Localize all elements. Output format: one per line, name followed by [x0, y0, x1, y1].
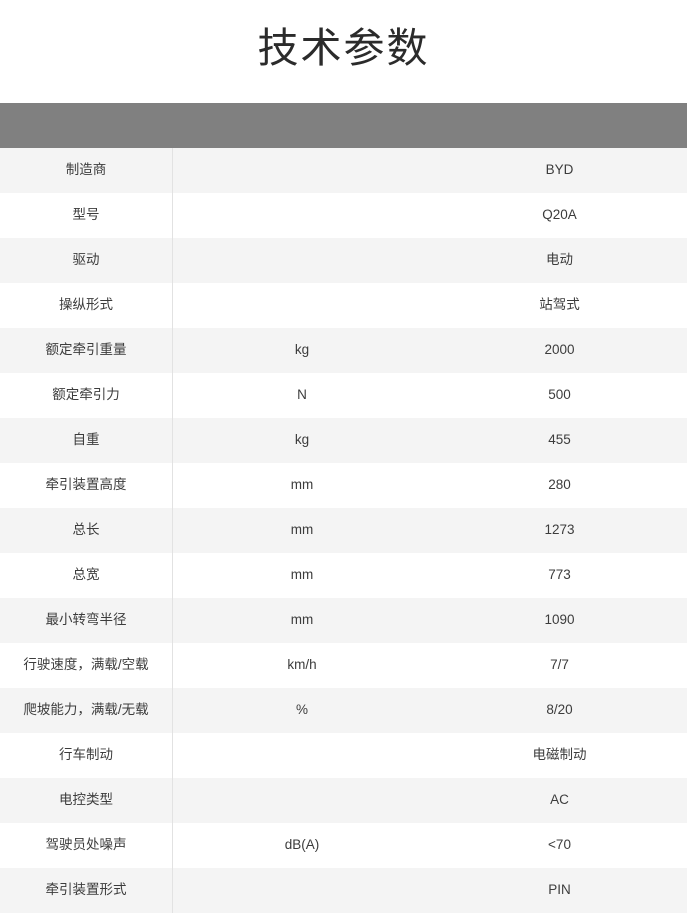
- spec-label-cell: 牵引装置高度: [45, 477, 127, 493]
- spec-unit-cell: mm: [172, 598, 431, 643]
- spec-value-cell: <70: [548, 837, 571, 853]
- spec-label-cell: 行驶速度，满载/空载: [23, 657, 149, 673]
- table-row: 额定牵引力 N 500: [0, 373, 687, 418]
- spec-label-cell: 额定牵引力: [52, 387, 120, 403]
- spec-label-cell: 驾驶员处噪声: [45, 837, 127, 853]
- spec-table-body: 制造商 BYD 型号 Q20A 驱动 电动操纵形式 站驾式额定牵引重量 kg 2000 额定牵引力…: [0, 148, 687, 913]
- spec-value-cell: PIN: [548, 882, 571, 898]
- spec-unit-cell: [172, 733, 431, 778]
- spec-value-cell: 500: [548, 387, 571, 403]
- spec-label-cell: 自重: [72, 432, 100, 448]
- spec-label-cell: 行车制动: [59, 747, 113, 763]
- spec-unit-cell: mm: [172, 508, 431, 553]
- spec-unit-cell: mm: [172, 553, 431, 598]
- spec-unit-cell: [172, 238, 431, 283]
- spec-label-cell: 驱动: [72, 252, 100, 268]
- spec-unit-cell: [172, 283, 431, 328]
- spec-value-cell: 电磁制动: [532, 747, 587, 763]
- spec-label-cell: 牵引装置形式: [45, 882, 127, 898]
- spec-value-cell: 7/7: [550, 657, 569, 673]
- table-row: 行车制动 电磁制动: [0, 733, 687, 778]
- spec-unit-cell: [172, 148, 431, 193]
- spec-value-cell: 1090: [544, 612, 575, 628]
- spec-unit-cell: [172, 778, 431, 823]
- page-title: 技术参数: [257, 25, 430, 71]
- page-title-area: 技术参数: [0, 0, 687, 103]
- spec-value-cell: 8/20: [546, 702, 573, 718]
- spec-unit-cell: kg: [172, 418, 431, 463]
- spec-value-cell: 455: [548, 432, 571, 448]
- spec-unit-cell: %: [172, 688, 431, 733]
- table-row: 驾驶员处噪声 dB(A) <70: [0, 823, 687, 868]
- table-row: 电控类型 AC: [0, 778, 687, 823]
- spec-label-cell: 最小转弯半径: [45, 612, 127, 628]
- spec-value-cell: 站驾式: [539, 297, 580, 313]
- spec-label-cell: 操纵形式: [59, 297, 113, 313]
- spec-label-cell: 电控类型: [59, 792, 113, 808]
- table-row: 操纵形式 站驾式: [0, 283, 687, 328]
- table-row: 型号 Q20A: [0, 193, 687, 238]
- spec-unit-cell: km/h: [172, 643, 431, 688]
- spec-label-cell: 爬坡能力，满载/无载: [23, 702, 149, 718]
- spec-value-cell: 1273: [544, 522, 575, 538]
- table-row: 牵引装置高度 mm 280: [0, 463, 687, 508]
- spec-label-cell: 总宽: [72, 567, 100, 583]
- table-row: 总长 mm 1273: [0, 508, 687, 553]
- spec-value-cell: 2000: [544, 342, 575, 358]
- spec-label-cell: 总长: [72, 522, 100, 538]
- spec-value-cell: 电动: [546, 252, 573, 268]
- table-row: 额定牵引重量 kg 2000: [0, 328, 687, 373]
- spec-label-cell: 额定牵引重量: [45, 342, 127, 358]
- spec-value-cell: 773: [548, 567, 571, 583]
- spec-unit-cell: dB(A): [172, 823, 431, 868]
- spec-unit-cell: N: [172, 373, 431, 418]
- table-row: 牵引装置形式 PIN: [0, 868, 687, 913]
- spec-label-cell: 制造商: [65, 162, 107, 178]
- spec-value-cell: Q20A: [542, 207, 577, 223]
- table-row: 驱动 电动: [0, 238, 687, 283]
- spec-table-header-bar: [0, 103, 687, 148]
- table-row: 自重 kg 455: [0, 418, 687, 463]
- spec-unit-cell: [172, 193, 431, 238]
- spec-unit-cell: [172, 868, 431, 913]
- spec-table: 制造商 BYD 型号 Q20A 驱动 电动操纵形式 站驾式额定牵引重量 kg 2000 额定牵引力…: [0, 148, 687, 913]
- spec-unit-cell: kg: [172, 328, 431, 373]
- table-row: 爬坡能力，满载/无载% 8/20: [0, 688, 687, 733]
- spec-value-cell: BYD: [545, 162, 574, 178]
- table-row: 制造商 BYD: [0, 148, 687, 193]
- spec-unit-cell: mm: [172, 463, 431, 508]
- spec-value-cell: 280: [548, 477, 571, 493]
- table-row: 行驶速度，满载/空载 km/h 7/7: [0, 643, 687, 688]
- table-row: 最小转弯半径 mm 1090: [0, 598, 687, 643]
- spec-label-cell: 型号: [72, 207, 100, 223]
- table-row: 总宽 mm 773: [0, 553, 687, 598]
- spec-value-cell: AC: [550, 792, 569, 808]
